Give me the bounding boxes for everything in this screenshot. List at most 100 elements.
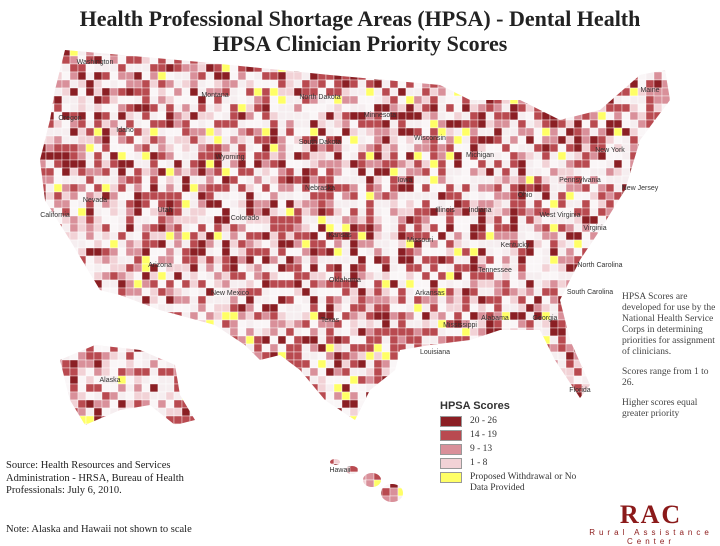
county: [565, 231, 575, 241]
county: [269, 175, 279, 185]
county: [245, 135, 255, 145]
county: [589, 207, 599, 217]
county: [85, 255, 95, 265]
county: [293, 471, 303, 481]
county: [581, 271, 591, 281]
county: [669, 263, 670, 273]
county: [565, 303, 575, 313]
county: [517, 167, 527, 177]
county: [421, 143, 431, 153]
county: [629, 167, 639, 177]
county: [285, 335, 295, 345]
county: [325, 191, 335, 201]
state-label: Georgia: [533, 315, 558, 322]
county: [181, 327, 191, 337]
county: [205, 263, 215, 273]
county: [333, 79, 343, 89]
county: [165, 439, 175, 449]
county: [237, 311, 247, 321]
county: [565, 103, 575, 113]
county: [333, 295, 343, 305]
county: [525, 383, 535, 393]
county: [125, 327, 135, 337]
county: [245, 255, 255, 265]
county: [69, 415, 79, 425]
county: [605, 191, 615, 201]
county: [557, 375, 567, 385]
county: [205, 143, 215, 153]
county: [157, 191, 167, 201]
county: [117, 215, 127, 225]
county: [597, 55, 607, 65]
county: [557, 111, 567, 121]
county: [149, 415, 159, 425]
county: [309, 111, 319, 121]
legend-label: 20 - 26: [470, 416, 497, 426]
county: [389, 215, 399, 225]
county: [30, 192, 38, 200]
county: [565, 191, 575, 201]
county: [261, 415, 271, 425]
county: [565, 375, 575, 385]
county: [181, 391, 191, 401]
county: [557, 127, 567, 137]
county: [453, 183, 463, 193]
county: [669, 183, 670, 193]
county: [341, 431, 351, 441]
county: [53, 255, 63, 265]
county: [526, 504, 534, 512]
county: [613, 303, 623, 313]
county: [110, 504, 118, 512]
county: [405, 223, 415, 233]
county: [613, 79, 623, 89]
county: [678, 464, 686, 472]
county: [485, 87, 495, 97]
county: [389, 343, 399, 353]
county: [485, 295, 495, 305]
county: [421, 423, 431, 433]
county: [301, 151, 311, 161]
county: [141, 55, 151, 65]
county: [229, 167, 239, 177]
county: [613, 223, 623, 233]
county: [30, 56, 38, 64]
county: [453, 247, 463, 257]
county: [533, 279, 543, 289]
county: [53, 239, 63, 249]
county: [277, 359, 287, 369]
county: [357, 223, 367, 233]
county: [349, 287, 359, 297]
county: [573, 239, 583, 249]
county: [301, 423, 311, 433]
county: [469, 271, 479, 281]
county: [141, 191, 151, 201]
county: [349, 479, 359, 489]
county: [85, 311, 95, 321]
county: [389, 423, 399, 433]
county: [173, 279, 183, 289]
county: [637, 63, 647, 73]
county: [509, 55, 519, 65]
county: [77, 271, 87, 281]
county: [125, 287, 135, 297]
county: [461, 375, 471, 385]
county: [269, 495, 279, 502]
county: [381, 455, 391, 465]
county: [157, 431, 167, 441]
county: [30, 248, 38, 256]
county: [461, 55, 471, 65]
county: [197, 311, 207, 321]
county: [445, 367, 455, 377]
county: [349, 111, 359, 121]
county: [485, 79, 495, 89]
county: [573, 279, 583, 289]
county: [429, 319, 439, 329]
county: [285, 71, 295, 81]
county: [341, 135, 351, 145]
county: [437, 167, 447, 177]
county: [413, 471, 423, 481]
county: [469, 295, 479, 305]
county: [669, 479, 670, 489]
county: [277, 159, 287, 169]
county: [285, 287, 295, 297]
